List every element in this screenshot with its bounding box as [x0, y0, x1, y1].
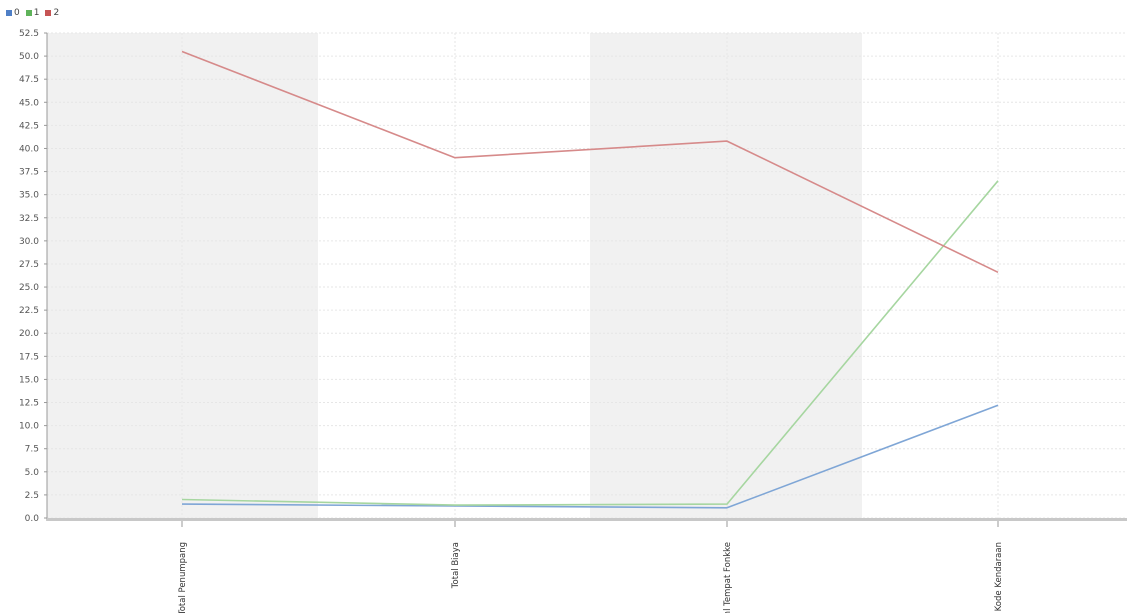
y-tick-label-1: 2.5	[25, 491, 39, 501]
y-tick-label-11: 27.5	[19, 260, 39, 270]
legend-swatch-1	[25, 10, 32, 16]
series-line-2[interactable]	[181, 50, 999, 274]
y-tick-label-10: 25.0	[19, 283, 39, 293]
legend-item-2[interactable]: 2	[45, 7, 59, 19]
legend-label-2: 2	[53, 8, 60, 18]
y-tick-label-8: 20.0	[19, 329, 39, 339]
y-tick-label-0: 0.0	[25, 514, 40, 524]
x-tick-label-3: Kode Kendaraan	[994, 542, 1004, 611]
y-tick-label-19: 47.5	[19, 75, 39, 85]
y-tick-label-13: 32.5	[19, 214, 39, 224]
y-tick-label-9: 22.5	[19, 306, 39, 316]
legend-swatch-0	[6, 10, 12, 16]
x-tick-label-2: Jml Tempat Fonkke	[723, 542, 733, 613]
y-tick-label-2: 5.0	[25, 468, 40, 478]
y-tick-label-21: 52.5	[19, 29, 39, 39]
x-tick-label-0: Total Penumpang	[178, 542, 188, 613]
y-tick-label-14: 35.0	[19, 191, 39, 201]
y-tick-label-6: 15.0	[19, 375, 39, 385]
y-tick-label-15: 37.5	[19, 168, 39, 178]
y-tick-label-16: 40.0	[19, 144, 39, 154]
series-line-0[interactable]	[181, 404, 999, 509]
legend-label-0: 0	[14, 8, 20, 18]
y-tick-label-3: 7.5	[25, 445, 39, 455]
y-tick-label-7: 17.5	[19, 352, 39, 362]
legend-label-1: 1	[33, 8, 40, 18]
y-tick-label-4: 10.0	[19, 422, 39, 432]
legend-item-1[interactable]: 1	[25, 7, 40, 19]
y-tick-label-18: 45.0	[19, 98, 39, 108]
category-band-1	[590, 33, 862, 518]
y-tick-label-20: 50.0	[19, 52, 39, 62]
series-line-1[interactable]	[181, 180, 999, 506]
legend-item-0[interactable]: 0	[6, 7, 20, 19]
y-tick-label-5: 12.5	[19, 399, 39, 409]
x-axis	[47, 518, 1127, 521]
x-tick-label-1: Total Biaya	[451, 542, 461, 589]
chart-legend: 0 1 2	[6, 7, 59, 19]
y-tick-label-12: 30.0	[19, 237, 39, 247]
legend-swatch-2	[45, 10, 52, 16]
y-tick-label-17: 42.5	[19, 121, 39, 131]
